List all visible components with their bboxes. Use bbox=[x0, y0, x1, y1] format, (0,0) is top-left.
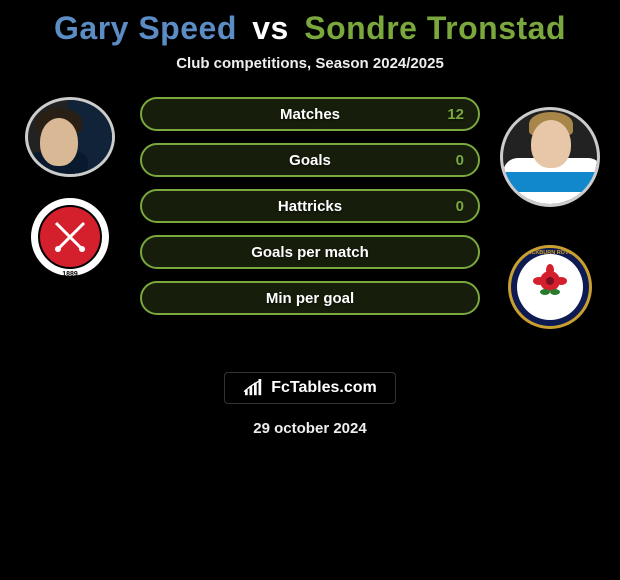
player2-photo bbox=[500, 107, 600, 207]
chart-icon bbox=[243, 379, 265, 397]
player1-club-badge: 1889 bbox=[25, 192, 115, 282]
stat-bar-gpm: Goals per match bbox=[140, 235, 480, 269]
title-vs: vs bbox=[252, 10, 289, 46]
player2-club-badge: BLACKBURN ROVERS bbox=[505, 242, 595, 332]
stat-value: 12 bbox=[447, 106, 464, 123]
stats-column: Matches 12 Goals 0 Hattricks 0 Goals per… bbox=[135, 97, 485, 315]
main-row: 1889 Matches 12 Goals 0 Hattricks 0 bbox=[0, 97, 620, 332]
stat-value: 0 bbox=[456, 152, 464, 169]
stat-bar-hattricks: Hattricks 0 bbox=[140, 189, 480, 223]
stat-label: Matches bbox=[280, 106, 340, 123]
stat-label: Min per goal bbox=[266, 290, 354, 307]
stat-bar-mpg: Min per goal bbox=[140, 281, 480, 315]
stat-bar-goals: Goals 0 bbox=[140, 143, 480, 177]
watermark: FcTables.com bbox=[224, 372, 396, 404]
stat-label: Hattricks bbox=[278, 198, 342, 215]
stat-label: Goals per match bbox=[251, 244, 369, 261]
title-player1: Gary Speed bbox=[54, 10, 237, 46]
stat-label: Goals bbox=[289, 152, 331, 169]
stat-value: 0 bbox=[456, 198, 464, 215]
title-player2: Sondre Tronstad bbox=[304, 10, 566, 46]
title: Gary Speed vs Sondre Tronstad bbox=[54, 10, 566, 47]
infographic-root: Gary Speed vs Sondre Tronstad Club compe… bbox=[0, 0, 620, 580]
subtitle: Club competitions, Season 2024/2025 bbox=[176, 55, 444, 72]
left-column: 1889 bbox=[10, 97, 130, 282]
stat-bar-matches: Matches 12 bbox=[140, 97, 480, 131]
player1-photo bbox=[25, 97, 115, 177]
watermark-text: FcTables.com bbox=[271, 379, 377, 397]
right-column: BLACKBURN ROVERS bbox=[490, 97, 610, 332]
footer-date: 29 october 2024 bbox=[253, 420, 366, 437]
